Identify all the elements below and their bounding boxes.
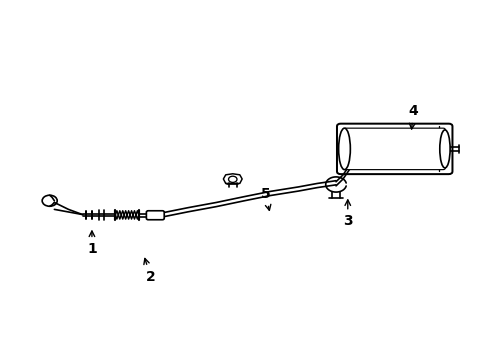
Text: 2: 2: [143, 258, 155, 284]
Text: 1: 1: [87, 231, 97, 256]
FancyBboxPatch shape: [344, 128, 445, 170]
Text: 4: 4: [408, 104, 418, 129]
Text: 3: 3: [342, 200, 352, 229]
FancyBboxPatch shape: [336, 124, 451, 174]
Ellipse shape: [338, 128, 349, 170]
Ellipse shape: [439, 130, 449, 168]
Text: 5: 5: [260, 187, 270, 210]
FancyBboxPatch shape: [146, 211, 164, 220]
